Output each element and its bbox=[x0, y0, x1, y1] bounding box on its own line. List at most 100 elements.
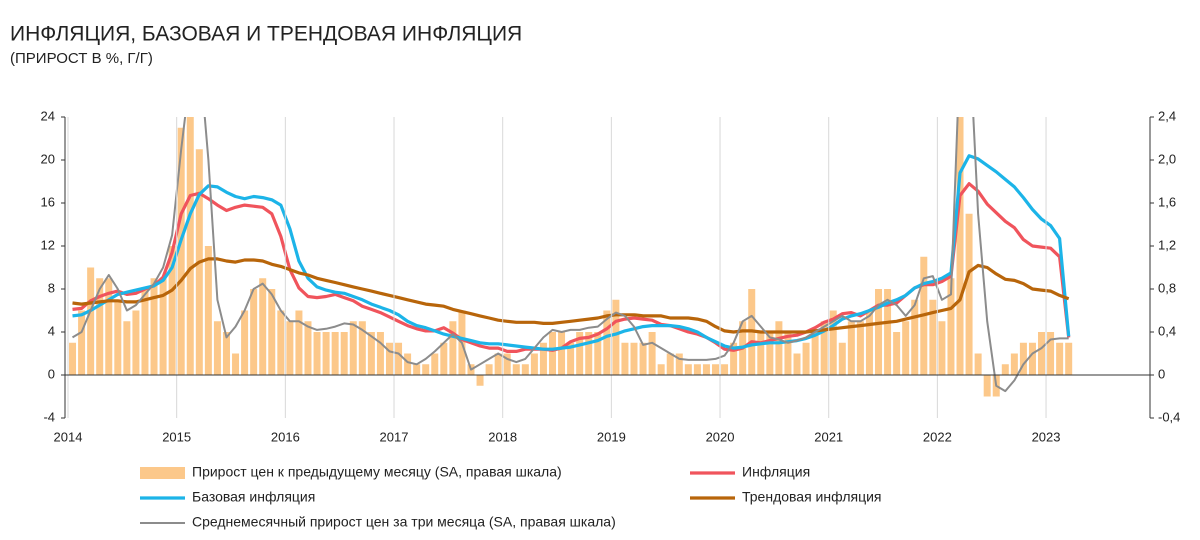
bar bbox=[1028, 342, 1036, 375]
bar bbox=[829, 310, 837, 375]
bar bbox=[630, 342, 638, 375]
bar bbox=[1019, 342, 1027, 375]
y-tick-label: 0 bbox=[48, 366, 55, 381]
bar bbox=[376, 332, 384, 375]
bar bbox=[69, 342, 77, 375]
bar bbox=[585, 332, 593, 375]
bar bbox=[277, 310, 285, 375]
x-tick-label: 2023 bbox=[1032, 429, 1061, 444]
bar bbox=[250, 289, 258, 375]
y2-tick-label: 0,4 bbox=[1158, 323, 1176, 338]
bar bbox=[802, 342, 810, 375]
bar bbox=[594, 332, 602, 375]
line bbox=[72, 182, 1071, 353]
bar bbox=[286, 321, 294, 375]
bar bbox=[521, 364, 529, 375]
bar bbox=[476, 375, 484, 386]
bar bbox=[902, 321, 910, 375]
bar bbox=[784, 332, 792, 375]
bar bbox=[186, 117, 194, 375]
bar bbox=[1056, 342, 1064, 375]
bar bbox=[313, 332, 321, 375]
x-tick-label: 2019 bbox=[597, 429, 626, 444]
bar bbox=[757, 332, 765, 375]
bar bbox=[702, 364, 710, 375]
bar bbox=[875, 289, 883, 375]
bar bbox=[232, 353, 240, 375]
x-tick-label: 2017 bbox=[380, 429, 409, 444]
bar bbox=[965, 213, 973, 375]
bar bbox=[721, 364, 729, 375]
y-tick-label: 16 bbox=[41, 194, 55, 209]
bar bbox=[96, 278, 104, 375]
bar bbox=[268, 289, 276, 375]
y2-tick-label: -0,4 bbox=[1158, 409, 1180, 424]
bar bbox=[494, 353, 502, 375]
bar bbox=[684, 364, 692, 375]
bar bbox=[929, 299, 937, 375]
bar bbox=[213, 321, 221, 375]
bar bbox=[1038, 332, 1046, 375]
bar bbox=[123, 321, 131, 375]
chart-subtitle: (ПРИРОСТ В %, Г/Г) bbox=[10, 50, 153, 67]
bar bbox=[304, 321, 312, 375]
y2-tick-label: 1,2 bbox=[1158, 237, 1176, 252]
legend-label: Базовая инфляция bbox=[192, 489, 315, 505]
bar bbox=[385, 342, 393, 375]
bar bbox=[576, 332, 584, 375]
x-tick-label: 2015 bbox=[162, 429, 191, 444]
line bbox=[71, 117, 1069, 393]
bar bbox=[648, 332, 656, 375]
y2-tick-label: 0,8 bbox=[1158, 280, 1176, 295]
bar bbox=[395, 342, 403, 375]
bar bbox=[847, 321, 855, 375]
y-tick-label: 4 bbox=[48, 323, 55, 338]
bar bbox=[639, 342, 647, 375]
y2-tick-label: 2,0 bbox=[1158, 151, 1176, 166]
legend-label: Инфляция bbox=[742, 464, 810, 480]
y2-tick-label: 0 bbox=[1158, 366, 1165, 381]
y2-tick-label: 1,6 bbox=[1158, 194, 1176, 209]
legend-label: Среднемесячный прирост цен за три месяца… bbox=[192, 514, 616, 530]
x-tick-label: 2018 bbox=[488, 429, 517, 444]
bar bbox=[621, 342, 629, 375]
bar bbox=[856, 321, 864, 375]
bar bbox=[485, 364, 493, 375]
plot-area bbox=[69, 117, 1073, 397]
bar bbox=[548, 332, 556, 375]
bar bbox=[766, 332, 774, 375]
bar bbox=[1010, 353, 1018, 375]
bar bbox=[884, 289, 892, 375]
y-tick-label: 8 bbox=[48, 280, 55, 295]
bar bbox=[422, 364, 430, 375]
bar bbox=[503, 353, 511, 375]
bar bbox=[956, 117, 964, 375]
bar bbox=[87, 267, 95, 375]
bar bbox=[340, 332, 348, 375]
bar bbox=[367, 332, 375, 375]
bar bbox=[1047, 332, 1055, 375]
bar bbox=[159, 278, 167, 375]
bar bbox=[983, 375, 991, 397]
bar bbox=[911, 299, 919, 375]
legend-label: Трендовая инфляция bbox=[742, 489, 882, 505]
legend-label: Прирост цен к предыдущему месяцу (SA, пр… bbox=[192, 464, 562, 480]
bar bbox=[132, 310, 140, 375]
x-tick-label: 2014 bbox=[54, 429, 83, 444]
bar bbox=[1001, 364, 1009, 375]
x-tick-label: 2022 bbox=[923, 429, 952, 444]
bar bbox=[114, 299, 122, 375]
bar bbox=[693, 364, 701, 375]
bar bbox=[512, 364, 520, 375]
y2-tick-label: 2,4 bbox=[1158, 108, 1176, 123]
x-tick-label: 2021 bbox=[814, 429, 843, 444]
bar bbox=[603, 310, 611, 375]
bar bbox=[793, 353, 801, 375]
bar bbox=[168, 246, 176, 375]
bar bbox=[657, 364, 665, 375]
bar bbox=[413, 364, 421, 375]
y-tick-label: 20 bbox=[41, 151, 55, 166]
x-tick-label: 2016 bbox=[271, 429, 300, 444]
bar bbox=[358, 321, 366, 375]
